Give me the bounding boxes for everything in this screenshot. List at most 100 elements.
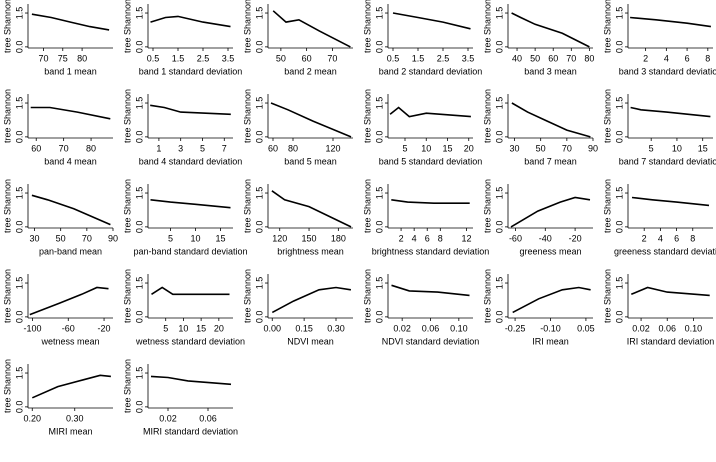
x-tick-label: 8 xyxy=(705,53,710,63)
y-tick-label: 1.5 xyxy=(494,277,504,290)
x-tick-label: 0.10 xyxy=(450,323,468,333)
panel: 0.0 1.5 50 60 70 tree Shannon band 2 mean xyxy=(242,0,353,76)
x-tick-label: 0.15 xyxy=(295,323,313,333)
panel: 0.0 1.5 0.20 0.30 tree Shannon MIRI mean xyxy=(2,359,113,436)
x-tick-label: 0.02 xyxy=(159,413,177,423)
y-tick-label: 0.0 xyxy=(614,41,624,54)
x-tick-label: 0.02 xyxy=(393,323,411,333)
y-axis-label: tree Shannon xyxy=(2,359,12,413)
panel: 0.0 1.5 0.02 0.06 tree Shannon MIRI standard … xyxy=(122,359,238,436)
trend-line xyxy=(391,199,470,204)
x-axis-label: wetness standard deviation xyxy=(135,336,245,346)
trend-line xyxy=(511,102,591,138)
x-tick-label: 0.05 xyxy=(577,323,595,333)
y-tick-label: 0.0 xyxy=(614,221,624,234)
y-axis-label: tree Shannon xyxy=(122,89,132,143)
x-tick-label: 0.5 xyxy=(147,53,160,63)
y-tick-label: 0.0 xyxy=(134,131,144,144)
trend-line xyxy=(151,286,230,296)
x-tick-label: 5 xyxy=(168,233,173,243)
y-axis-label: tree Shannon xyxy=(362,179,372,233)
x-axis-label: band 4 mean xyxy=(44,156,97,166)
x-tick-label: 80 xyxy=(288,143,298,153)
panel: 0.0 1.5 -100 -60 -20 tree Shannon wetness mean xyxy=(2,269,113,346)
x-tick-label: 80 xyxy=(584,53,594,63)
x-axis-label: band 3 mean xyxy=(524,66,577,76)
y-tick-label: 1.5 xyxy=(14,367,24,380)
trend-line xyxy=(29,286,109,316)
y-tick-label: 1.5 xyxy=(14,277,24,290)
x-tick-label: 80 xyxy=(86,143,96,153)
y-tick-label: 0.0 xyxy=(134,401,144,414)
x-tick-label: 2 xyxy=(642,233,647,243)
y-tick-label: 1.5 xyxy=(14,7,24,20)
x-axis-label: brightness mean xyxy=(277,246,344,256)
x-tick-label: 70 xyxy=(38,53,48,63)
y-axis-label: tree Shannon xyxy=(362,89,372,143)
panel: 0.0 1.5 0.02 0.06 0.10 tree Shannon NDVI stand… xyxy=(362,269,479,346)
y-tick-label: 0.0 xyxy=(14,131,24,144)
x-tick-label: 3.5 xyxy=(462,53,475,63)
trend-line xyxy=(630,16,712,28)
y-tick-label: 1.5 xyxy=(134,97,144,110)
x-tick-label: 4 xyxy=(658,233,663,243)
y-tick-label: 0.0 xyxy=(494,41,504,54)
trend-line xyxy=(150,375,232,386)
y-axis-label: tree Shannon xyxy=(242,269,252,323)
y-tick-label: 0.0 xyxy=(14,311,24,324)
y-tick-label: 1.5 xyxy=(134,367,144,380)
panel: 0.0 1.5 60 80 120 tree Shannon band 5 mean xyxy=(242,89,353,166)
x-tick-label: 50 xyxy=(530,53,540,63)
y-tick-label: 0.0 xyxy=(134,221,144,234)
y-tick-label: 0.0 xyxy=(494,311,504,324)
trend-line xyxy=(150,15,231,28)
x-tick-label: 0.30 xyxy=(327,323,345,333)
x-tick-label: 0.02 xyxy=(632,323,650,333)
panel: 0.0 1.5 70 75 80 tree Shannon band 1 mean xyxy=(2,0,113,76)
x-tick-label: 20 xyxy=(464,143,474,153)
x-tick-label: 4 xyxy=(412,233,417,243)
panel: 0.0 1.5 60 70 80 tree Shannon band 4 mean xyxy=(2,89,113,166)
x-tick-label: 4 xyxy=(664,53,669,63)
panel: 0.0 1.5 120 150 180 tree Shannon brightness me… xyxy=(242,179,353,256)
x-tick-label: 50 xyxy=(536,143,546,153)
x-axis-label: greeness standard deviation xyxy=(614,246,716,256)
y-tick-label: 1.5 xyxy=(14,97,24,110)
x-axis-label: brightness standard deviation xyxy=(372,246,490,256)
y-tick-label: 1.5 xyxy=(14,187,24,200)
y-axis-label: tree Shannon xyxy=(122,359,132,413)
y-tick-label: 1.5 xyxy=(254,97,264,110)
x-tick-label: 180 xyxy=(331,233,346,243)
x-axis-label: IRI standard deviation xyxy=(627,336,715,346)
x-axis-label: band 5 mean xyxy=(284,156,337,166)
x-tick-label: 2 xyxy=(643,53,648,63)
y-axis-label: tree Shannon xyxy=(122,269,132,323)
x-tick-label: 2.5 xyxy=(437,53,450,63)
y-tick-label: 0.0 xyxy=(134,41,144,54)
x-axis-label: MIRI mean xyxy=(48,426,92,436)
trend-line xyxy=(511,12,590,48)
x-axis-label: band 5 standard deviation xyxy=(379,156,483,166)
trend-line xyxy=(30,106,111,120)
panel: 0.0 1.5 30 50 70 90 tree Shannon pan-band mean xyxy=(2,179,118,256)
y-tick-label: 0.0 xyxy=(14,221,24,234)
x-tick-label: 70 xyxy=(59,143,69,153)
panel: 0.0 1.5 2 4 6 8 12 tree Shannon brightness stand… xyxy=(362,179,489,256)
y-axis-label: tree Shannon xyxy=(122,179,132,233)
x-axis-label: NDVI standard deviation xyxy=(382,336,480,346)
x-tick-label: -20 xyxy=(98,323,111,333)
x-tick-label: 70 xyxy=(82,233,92,243)
x-tick-label: 0.5 xyxy=(387,53,400,63)
x-tick-label: 50 xyxy=(276,53,286,63)
x-tick-label: 20 xyxy=(214,323,224,333)
x-tick-label: 0.30 xyxy=(66,413,84,423)
panel: 0.0 1.5 0.00 0.15 0.30 tree Shannon NDVI mean xyxy=(242,269,353,346)
panel: 0.0 1.5 5 10 15 tree Shannon pan-band standard… xyxy=(122,179,247,256)
x-axis-label: band 1 standard deviation xyxy=(139,66,243,76)
y-tick-label: 1.5 xyxy=(614,187,624,200)
x-tick-label: 50 xyxy=(56,233,66,243)
panel: 0.0 1.5 30 50 70 90 tree Shannon band 7 mean xyxy=(482,89,598,166)
y-tick-label: 0.0 xyxy=(14,401,24,414)
x-tick-label: 5 xyxy=(402,143,407,153)
